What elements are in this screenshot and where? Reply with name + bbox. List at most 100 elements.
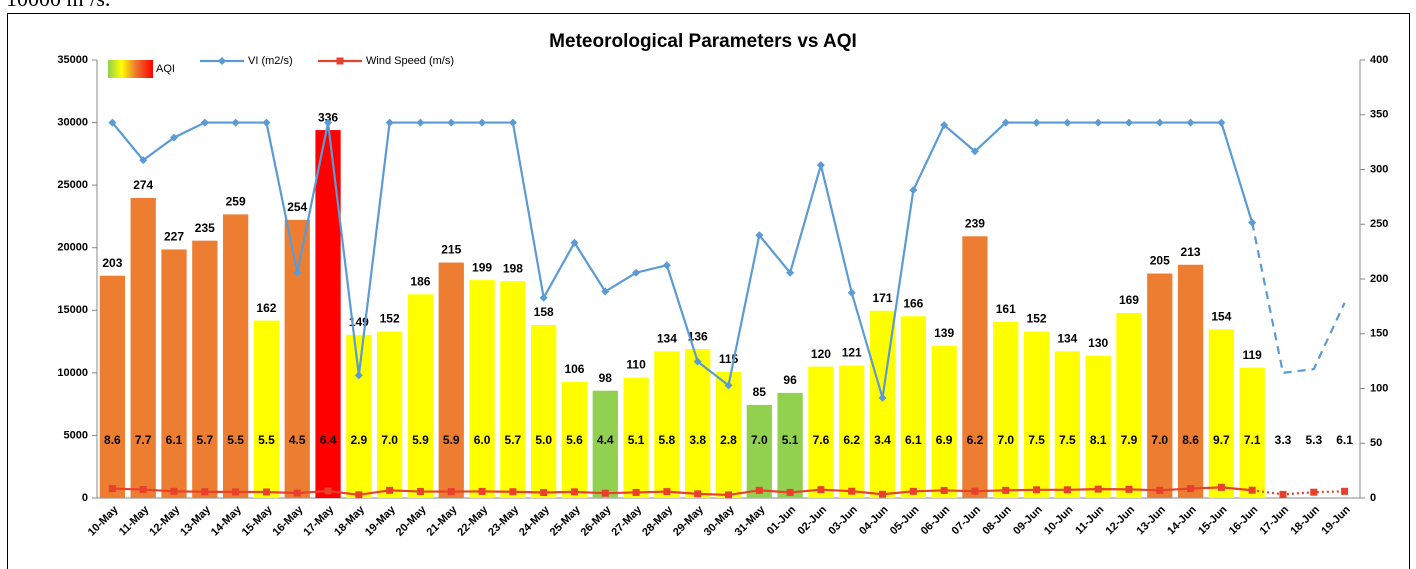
marker <box>816 161 825 170</box>
marker <box>570 238 579 247</box>
data-label: 3.8 <box>689 433 706 447</box>
data-label: 9.7 <box>1213 433 1230 447</box>
bar <box>1116 312 1142 498</box>
marker <box>1155 118 1164 127</box>
marker <box>355 491 363 499</box>
data-label: 5.9 <box>443 433 460 447</box>
marker <box>324 118 333 127</box>
line <box>112 486 1253 497</box>
data-label: 7.0 <box>1151 433 1168 447</box>
data-label: 5.9 <box>412 433 429 447</box>
data-label: 3.3 <box>1275 433 1292 447</box>
y2-tick-label: 100 <box>1370 382 1388 394</box>
bar-label: 139 <box>934 326 954 340</box>
bar-label: 158 <box>534 305 554 319</box>
bar <box>1023 331 1050 498</box>
marker <box>632 268 641 277</box>
marker <box>879 490 887 498</box>
data-label: 5.1 <box>628 433 645 447</box>
data-label: 2.8 <box>720 433 737 447</box>
data-label: 5.8 <box>659 433 676 447</box>
bar-label: 198 <box>503 261 523 275</box>
bar <box>839 365 865 498</box>
data-label: 6.2 <box>967 433 984 447</box>
bar-label: 213 <box>1181 245 1201 259</box>
data-label: 6.9 <box>936 433 953 447</box>
marker <box>971 487 979 495</box>
marker <box>1156 486 1164 494</box>
bar <box>900 316 926 498</box>
marker <box>1217 118 1226 127</box>
marker <box>1279 490 1287 498</box>
marker <box>1248 218 1257 227</box>
marker <box>1032 118 1041 127</box>
data-label: 7.0 <box>997 433 1014 447</box>
bar <box>561 381 588 498</box>
marker <box>447 118 456 127</box>
bar-label: 274 <box>133 178 153 192</box>
data-label: 7.9 <box>1121 433 1138 447</box>
bar-label: 152 <box>1027 312 1047 326</box>
data-label: 6.1 <box>1336 433 1353 447</box>
y2-tick-label: 300 <box>1370 163 1388 175</box>
bar <box>808 366 834 498</box>
bar <box>500 281 526 498</box>
bar-label: 154 <box>1211 310 1231 324</box>
marker <box>1063 118 1072 127</box>
bar <box>1085 355 1111 498</box>
bar-label: 171 <box>873 291 893 305</box>
y2-tick-label: 350 <box>1370 109 1388 121</box>
marker <box>817 486 825 494</box>
marker <box>262 118 271 127</box>
bar-label: 152 <box>380 312 400 326</box>
legend-swatch <box>108 60 153 78</box>
bar <box>1239 367 1265 498</box>
legend-marker <box>218 57 226 65</box>
line-dashed <box>1251 222 1346 375</box>
marker <box>786 268 795 277</box>
marker <box>940 486 948 494</box>
bar-label: 203 <box>102 256 122 270</box>
marker <box>755 486 763 494</box>
bar-label: 239 <box>965 216 985 230</box>
marker <box>108 485 116 493</box>
y2-tick-label: 150 <box>1370 328 1388 340</box>
marker <box>632 488 640 496</box>
marker <box>970 147 979 156</box>
bar <box>654 351 680 498</box>
data-label: 4.4 <box>597 433 614 447</box>
bar <box>222 214 249 498</box>
bar <box>253 320 280 498</box>
marker <box>293 489 301 497</box>
bar <box>99 275 126 498</box>
y-tick-label: 30000 <box>57 116 88 128</box>
bar-label: 199 <box>472 260 492 274</box>
marker <box>663 488 671 496</box>
data-label: 8.6 <box>104 433 121 447</box>
marker <box>786 488 794 496</box>
marker <box>940 121 949 130</box>
bar-label: 259 <box>226 195 246 209</box>
bar <box>1147 273 1173 498</box>
data-label: 6.4 <box>320 433 337 447</box>
marker <box>324 487 332 495</box>
marker <box>601 489 609 497</box>
data-label: 5.1 <box>782 433 799 447</box>
marker <box>1063 486 1071 494</box>
marker <box>878 393 887 402</box>
marker <box>909 186 918 195</box>
marker <box>755 231 764 240</box>
data-label: 5.5 <box>258 433 275 447</box>
marker <box>1187 485 1195 493</box>
bar-label: 161 <box>996 302 1016 316</box>
page-text: 10000 m²/s. <box>6 0 110 12</box>
y2-tick-label: 50 <box>1370 437 1382 449</box>
bar-label: 134 <box>1057 331 1077 345</box>
marker <box>1094 118 1103 127</box>
data-label: 6.2 <box>843 433 860 447</box>
bar-label: 96 <box>783 373 797 387</box>
marker <box>354 371 363 380</box>
legend-marker <box>336 57 344 65</box>
